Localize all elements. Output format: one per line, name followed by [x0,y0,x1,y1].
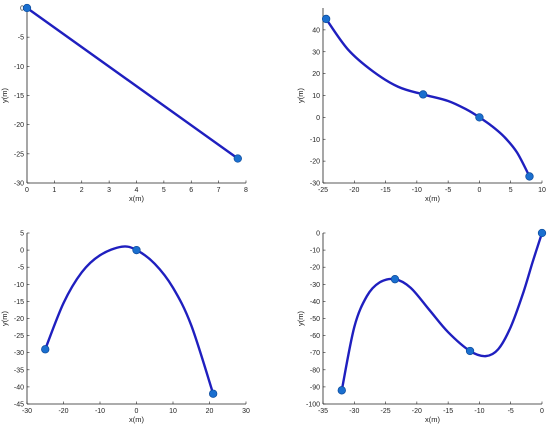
y-tick-label: 0 [20,248,24,255]
y-tick-label: -10 [310,248,320,255]
y-tick-label: -15 [14,93,24,100]
waypoint-marker [537,228,547,238]
x-tick-label: -5 [445,187,451,194]
y-tick-label: -20 [14,316,24,323]
y-tick-label: -60 [310,333,320,340]
waypoint-marker [525,172,534,181]
waypoint-marker [475,113,484,122]
x-axis-label: x(m) [425,194,440,203]
y-tick-label: -5 [18,265,24,272]
y-tick-label: -10 [14,64,24,71]
y-axis-label: y(m) [296,311,305,326]
y-tick-label: -10 [14,282,24,289]
y-tick-label: 0 [20,6,24,13]
x-tick-label: 3 [107,187,111,194]
y-tick-label: -35 [14,367,24,374]
waypoint-marker [337,386,346,395]
y-tick-label: 0 [316,115,320,122]
y-tick-label: -30 [14,181,24,188]
y-tick-label: -45 [14,402,24,409]
y-axis-label: y(m) [0,311,9,326]
y-tick-label: 10 [312,93,320,100]
x-tick-label: 0 [25,187,29,194]
x-tick-label: -35 [318,408,328,415]
x-axis-label: x(m) [425,415,440,424]
y-tick-label: -100 [306,402,320,409]
x-tick-label: 0 [477,187,481,194]
y-axis-label: y(m) [0,88,9,103]
x-tick-label: -20 [349,187,359,194]
x-tick-label: 7 [217,187,221,194]
x-tick-label: 30 [242,408,250,415]
y-tick-label: -90 [310,384,320,391]
x-tick-label: -15 [381,187,391,194]
x-tick-label: 2 [80,187,84,194]
x-axis-label: x(m) [129,415,144,424]
chart-panel-4: -35 -30 -25 -20 -15 -10 -5 00-10-20-30-40-50-60… [296,228,547,424]
y-tick-label: -10 [310,137,320,144]
x-tick-label: 1 [52,187,56,194]
x-tick-label: -10 [412,187,422,194]
y-tick-label: -15 [14,299,24,306]
y-axis-label: y(m) [296,88,305,103]
y-tick-label: -30 [310,181,320,188]
waypoint-marker [22,3,32,13]
y-tick-label: -30 [14,350,24,357]
y-tick-label: -20 [14,122,24,129]
trajectory-line [25,6,239,160]
waypoint-marker [321,14,331,24]
chart-panel-3: -30 -20 -10 0 10 20 30 5 0 -5 -10 -15 -20 -25 -30 -35 -4… [0,231,250,425]
y-tick-label: -5 [18,35,24,42]
y-tick-label: -40 [14,384,24,391]
waypoint-marker [233,154,242,163]
y-tick-label: 5 [20,231,24,238]
y-tick-label: -20 [310,265,320,272]
x-axis-label: x(m) [129,194,144,203]
waypoint-marker [132,245,141,255]
waypoint-marker [418,90,428,99]
y-tick-label: -50 [310,316,320,323]
x-tick-label: -10 [474,408,484,415]
x-tick-label: 5 [509,187,513,194]
x-tick-label: 20 [206,408,214,415]
trajectory-line [340,231,544,392]
trajectory-line [324,17,531,178]
y-tick-label: -20 [310,159,320,166]
y-tick-label: -70 [310,350,320,357]
x-tick-label: -30 [22,408,32,415]
y-tick-label: -80 [310,367,320,374]
chart-panel-1: 0 1 2 3 4 5 6 7 8 0 -5 -10 -15 -20 -25 -30 x(m) y(m) [0,3,248,203]
x-tick-label: 10 [169,408,177,415]
x-tick-label: 4 [135,187,139,194]
trajectory-line [44,245,215,395]
x-tick-label: -5 [508,408,514,415]
y-tick-label: -25 [14,333,24,340]
x-tick-label: -25 [318,187,328,194]
y-tick-label: 20 [312,71,320,78]
waypoint-marker [41,345,50,354]
x-tick-label: 0 [540,408,544,415]
x-tick-label: -15 [443,408,453,415]
y-tick-label: -30 [310,282,320,289]
waypoint-marker [208,389,218,398]
x-tick-label: 0 [135,408,139,415]
x-tick-label: -20 [412,408,422,415]
x-tick-label: -25 [381,408,391,415]
x-tick-label: -20 [58,408,68,415]
x-tick-label: 10 [538,187,546,194]
waypoint-marker [465,346,475,356]
y-tick-label: 30 [312,49,320,56]
x-tick-label: -30 [349,408,359,415]
x-tick-label: 6 [189,187,193,194]
chart-panel-2: -25 -20 -15 -10 -5 0 5 10 40 30 20 10 0 -10 -20 -30 x(m)… [296,8,546,203]
x-tick-label: 8 [244,187,248,194]
y-tick-label: -40 [310,299,320,306]
y-tick-label: 40 [312,27,320,34]
x-tick-label: -10 [95,408,105,415]
y-tick-label: -25 [14,151,24,158]
x-tick-label: 5 [162,187,166,194]
y-tick-label: 0 [316,231,320,238]
waypoint-marker [390,275,400,284]
